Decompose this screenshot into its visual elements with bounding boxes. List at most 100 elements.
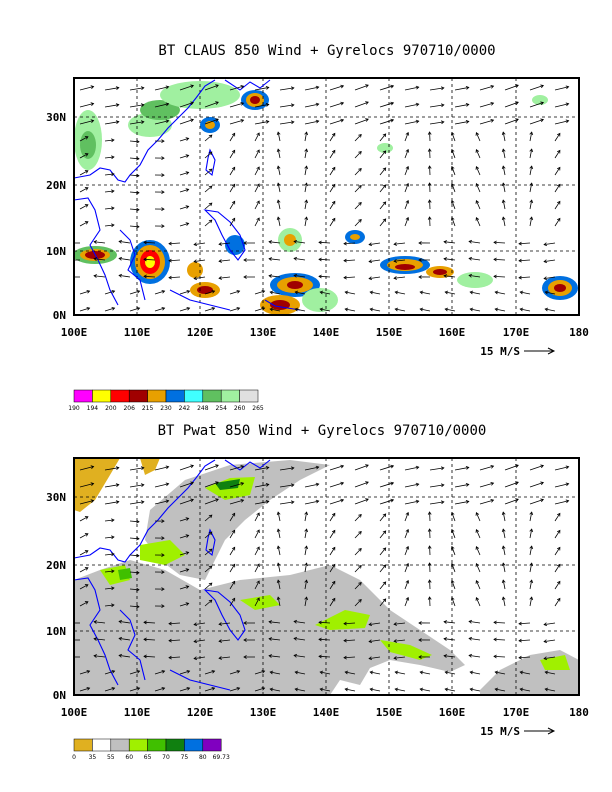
wind-arrow	[469, 241, 481, 244]
wind-arrow-head	[111, 138, 115, 143]
wind-arrow	[79, 550, 89, 556]
wind-arrow	[94, 275, 106, 278]
wind-arrow-head	[140, 120, 145, 125]
wind-arrow	[475, 546, 481, 556]
wind-arrow-head	[185, 551, 190, 555]
wind-arrow-head	[450, 579, 455, 584]
wind-arrow	[229, 184, 236, 193]
wind-arrow	[254, 597, 260, 607]
wind-arrow-head	[415, 85, 420, 90]
panel2-colorbar: 0 35 55 60 65 70 75 80 69.73	[72, 738, 230, 761]
wind-arrow	[451, 149, 456, 159]
wind-arrow-head	[215, 101, 219, 105]
lat-label: 20N	[46, 179, 66, 192]
wind-arrow	[329, 150, 336, 159]
wind-arrow	[129, 605, 139, 608]
wind-arrow	[254, 132, 260, 142]
wind-arrow	[254, 546, 260, 556]
wind-arrow-head	[168, 638, 172, 643]
wind-arrow-head	[231, 217, 236, 222]
wind-arrow-head	[161, 224, 165, 229]
colorbar-swatch	[128, 389, 148, 403]
wind-arrow	[219, 622, 231, 625]
wind-arrow-head	[418, 655, 422, 659]
wind-arrow	[451, 512, 456, 522]
wind-arrow-head	[405, 562, 410, 567]
wind-arrow-head	[468, 239, 473, 244]
wind-arrow	[394, 242, 406, 245]
wind-arrow	[304, 86, 319, 91]
wind-arrow-head	[231, 200, 236, 205]
colorbar-swatch	[92, 389, 112, 403]
wind-arrow-head	[540, 84, 545, 89]
lon-label: 100E	[61, 706, 88, 719]
wind-arrow	[229, 290, 240, 295]
wind-arrow-head	[415, 482, 420, 487]
wind-arrow	[179, 499, 194, 505]
wind-arrow-head	[161, 306, 166, 311]
wind-arrow-head	[304, 131, 309, 136]
colorbar-label: 70	[162, 754, 170, 761]
wind-arrow	[277, 200, 281, 210]
wind-arrow	[229, 133, 236, 142]
wind-arrow	[168, 622, 181, 625]
wind-arrow	[154, 500, 169, 505]
wind-arrow-head	[382, 564, 387, 569]
panel2-lon-labels: 100E 110E 120E 130E 140E 150E 160E 170E …	[61, 706, 589, 719]
wind-arrow-head	[515, 118, 519, 122]
wind-arrow	[154, 103, 169, 108]
wind-arrow	[394, 656, 406, 659]
wind-arrow-head	[265, 86, 270, 90]
wind-arrow-head	[440, 466, 445, 471]
wind-arrow-head	[369, 687, 374, 692]
wind-arrow-head	[86, 686, 91, 691]
wind-arrow-head	[501, 165, 506, 170]
wind-arrow-head	[243, 621, 247, 625]
wind-arrow-head	[276, 182, 281, 187]
wind-arrow-head	[382, 201, 387, 206]
wind-arrow-head	[319, 670, 324, 675]
lon-label: 150E	[376, 326, 403, 339]
wind-arrow	[168, 639, 181, 642]
wind-arrow	[554, 201, 561, 210]
wind-arrow-head	[161, 190, 165, 195]
wind-arrow-head	[427, 165, 432, 169]
wind-arrow	[394, 639, 406, 642]
wind-arrow	[229, 598, 236, 607]
wind-arrow	[329, 482, 344, 488]
wind-arrow-head	[358, 598, 362, 603]
wind-arrow	[229, 482, 244, 488]
wind-arrow-head	[136, 156, 140, 161]
wind-arrow-head	[419, 307, 424, 312]
wind-arrow-head	[358, 547, 362, 552]
wind-arrow	[79, 601, 89, 607]
wind-arrow	[554, 500, 569, 505]
wind-arrow	[420, 291, 431, 295]
wind-arrow-head	[501, 216, 506, 221]
wind-arrow-head	[111, 155, 115, 160]
wind-arrow-head	[405, 182, 410, 187]
wind-arrow-head	[415, 465, 420, 470]
wind-arrow-head	[269, 307, 274, 312]
wind-arrow	[129, 670, 140, 675]
wind-arrow	[454, 501, 469, 505]
wind-arrow	[269, 275, 281, 278]
wind-arrow-head	[304, 511, 309, 516]
wind-arrow-head	[256, 200, 260, 205]
wind-arrow	[502, 580, 506, 590]
wind-arrow-head	[419, 670, 424, 675]
wind-arrow	[479, 482, 494, 488]
wind-arrow	[294, 638, 306, 641]
wind-arrow	[493, 621, 506, 624]
panel1-grid	[74, 78, 579, 315]
wind-arrow	[354, 498, 369, 505]
wind-arrow	[129, 87, 144, 91]
wind-arrow-head	[344, 307, 349, 312]
wind-arrow	[229, 547, 236, 556]
wind-arrow-head	[515, 464, 519, 468]
wind-arrow	[204, 219, 213, 227]
wind-arrow-head	[427, 545, 432, 549]
wind-arrow	[444, 258, 456, 261]
wind-arrow	[104, 190, 114, 193]
wind-arrow	[279, 484, 294, 488]
